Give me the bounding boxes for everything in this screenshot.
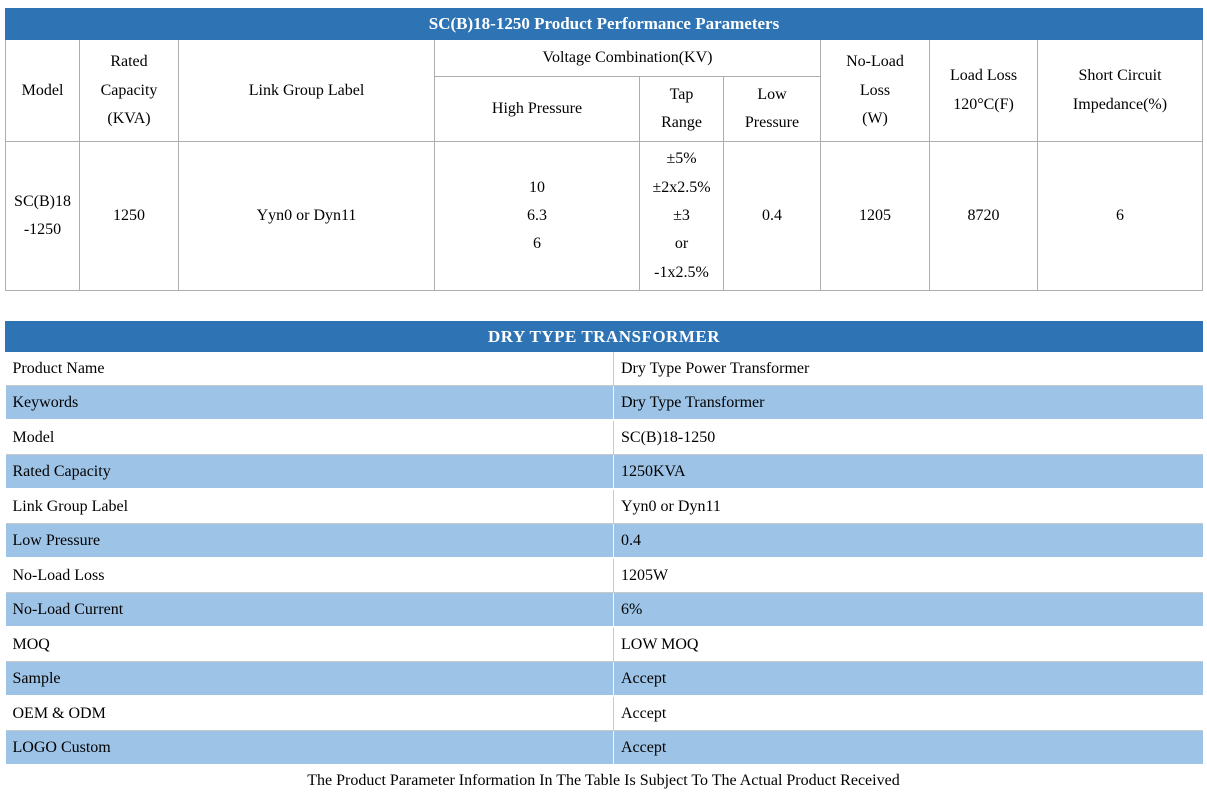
spec-row-oem-odm: OEM & ODM Accept (5, 696, 1203, 732)
spec-value: 0.4 (613, 523, 1203, 560)
header-low-pressure: Low Pressure (723, 76, 821, 143)
spec-label: No-Load Loss (5, 558, 614, 594)
spec-value: Accept (613, 730, 1203, 767)
cell-no-load-loss: 1205 (820, 141, 930, 292)
spec-value: 1250KVA (613, 454, 1203, 491)
spec-label: Rated Capacity (5, 454, 614, 491)
spec-row-logo-custom: LOGO Custom Accept (5, 730, 1203, 767)
cell-short-circuit-impedance: 6 (1036, 141, 1204, 292)
performance-subheader-row: High Pressure Tap Range Low Pressure (6, 76, 1203, 143)
spec-value: LOW MOQ (613, 627, 1203, 663)
spec-row-moq: MOQ LOW MOQ (5, 627, 1203, 663)
header-short-circuit-impedance: Short Circuit Impedance(%) (1036, 39, 1204, 143)
performance-table-title-row: SC(B)18-1250 Product Performance Paramet… (4, 7, 1204, 41)
cell-link-group-label: Yyn0 or Dyn11 (178, 141, 435, 292)
spec-row-model: Model SC(B)18-1250 (5, 420, 1203, 456)
spec-table: DRY TYPE TRANSFORMER Product Name Dry Ty… (5, 321, 1203, 767)
spec-row-no-load-current: No-Load Current 6% (5, 592, 1203, 629)
spec-row-low-pressure: Low Pressure 0.4 (5, 523, 1203, 560)
cell-low-pressure: 0.4 (723, 141, 821, 292)
spec-row-keywords: Keywords Dry Type Transformer (5, 385, 1203, 422)
spec-label: Model (5, 420, 614, 456)
spec-label: Link Group Label (5, 489, 614, 525)
spec-label: Keywords (5, 385, 614, 422)
spec-row-no-load-loss: No-Load Loss 1205W (5, 558, 1203, 594)
performance-header-row: Model Rated Capacity (KVA) Link Group La… (5, 39, 1204, 143)
spec-label: Low Pressure (5, 523, 614, 560)
cell-high-pressure: 10 6.3 6 (434, 141, 640, 292)
page: SC(B)18-1250 Product Performance Paramet… (4, 7, 1204, 790)
spec-row-rated-capacity: Rated Capacity 1250KVA (5, 454, 1203, 491)
footer-note: The Product Parameter Information In The… (307, 772, 900, 790)
performance-data-row: SC(B)18-1250 1250 Yyn0 or Dyn11 10 6.3 6… (5, 141, 1204, 292)
cell-tap-range: ±5% ±2x2.5% ±3 or -1x2.5% (639, 141, 724, 292)
spec-label: LOGO Custom (5, 730, 614, 767)
spec-value: Accept (613, 661, 1203, 698)
spec-value: Accept (613, 696, 1203, 732)
spec-table-title-row: DRY TYPE TRANSFORMER (5, 321, 1203, 353)
spec-label: No-Load Current (5, 592, 614, 629)
header-tap-range: Tap Range (639, 76, 724, 143)
cell-model: SC(B)18-1250 (5, 141, 80, 292)
header-rated-capacity: Rated Capacity (KVA) (79, 39, 179, 143)
spec-value: SC(B)18-1250 (613, 420, 1203, 456)
header-voltage-combination: Voltage Combination(KV) (434, 39, 821, 78)
cell-load-loss: 8720 (929, 141, 1038, 292)
spec-label: OEM & ODM (5, 696, 614, 732)
spec-table-title: DRY TYPE TRANSFORMER (5, 321, 1203, 353)
spec-value: 6% (613, 592, 1203, 629)
header-load-loss: Load Loss 120°C(F) (929, 39, 1038, 143)
cell-rated-capacity: 1250 (79, 141, 179, 292)
spec-value: Dry Type Transformer (613, 385, 1203, 422)
spec-row-product-name: Product Name Dry Type Power Transformer (5, 351, 1203, 387)
performance-table: SC(B)18-1250 Product Performance Paramet… (4, 7, 1204, 292)
spec-label: Product Name (5, 351, 614, 387)
header-model: Model (5, 39, 80, 143)
spec-label: Sample (5, 661, 614, 698)
spec-row-sample: Sample Accept (5, 661, 1203, 698)
header-no-load-loss: No-Load Loss (W) (820, 39, 930, 143)
spec-label: MOQ (5, 627, 614, 663)
header-high-pressure: High Pressure (434, 76, 640, 143)
spec-row-link-group-label: Link Group Label Yyn0 or Dyn11 (5, 489, 1203, 525)
spec-value: Dry Type Power Transformer (613, 351, 1203, 387)
header-link-group-label: Link Group Label (178, 39, 435, 143)
spec-value: Yyn0 or Dyn11 (613, 489, 1203, 525)
spec-value: 1205W (613, 558, 1203, 594)
performance-table-title: SC(B)18-1250 Product Performance Paramet… (4, 7, 1204, 41)
